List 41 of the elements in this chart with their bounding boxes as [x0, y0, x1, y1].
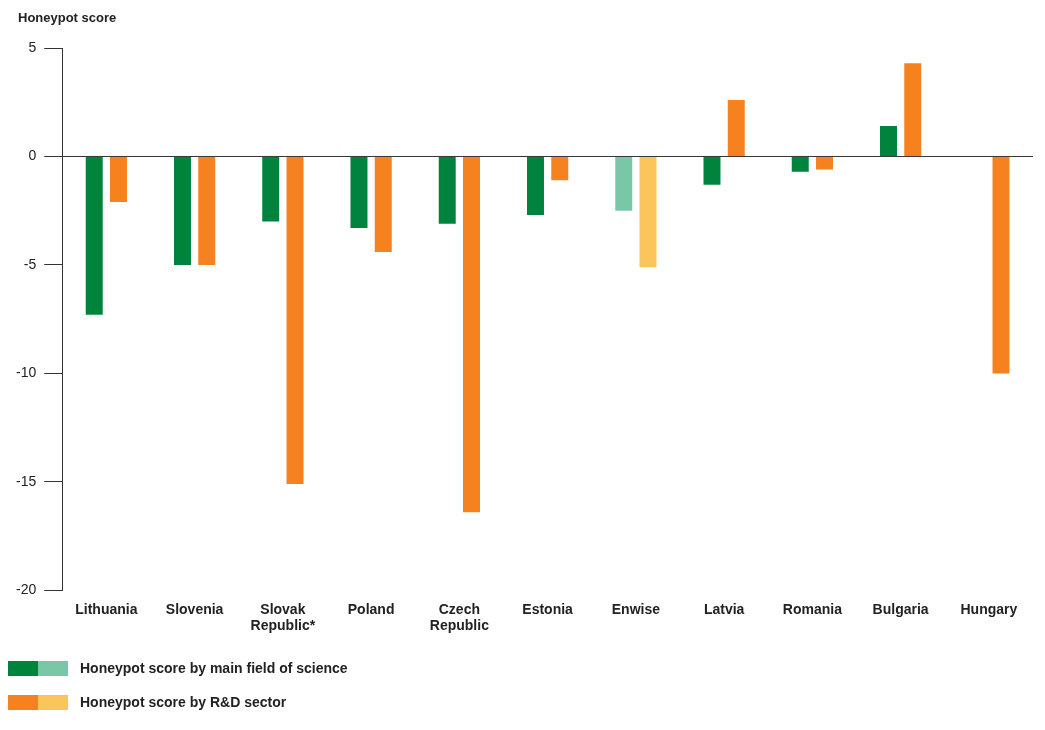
- bar: [438, 156, 456, 224]
- bar: [350, 156, 368, 229]
- x-tick-label: Czech Republic: [429, 600, 490, 634]
- y-tick-label: -10: [16, 364, 37, 381]
- bar: [110, 156, 127, 203]
- x-tick-label: Slovak Republic*: [250, 600, 316, 634]
- y-tick-label: 0: [28, 147, 37, 164]
- x-tick-label: Romania: [782, 600, 843, 617]
- bar: [703, 156, 721, 185]
- x-tick-label: Estonia: [522, 600, 574, 617]
- x-tick-label: Poland: [347, 600, 395, 617]
- bar: [173, 156, 191, 265]
- x-tick-label: Slovenia: [165, 600, 224, 617]
- bar: [526, 156, 544, 216]
- y-tick-label: 5: [28, 38, 37, 55]
- bar: [816, 156, 833, 170]
- legend-label: Honeypot score by main field of science: [80, 660, 348, 676]
- bar: [85, 156, 103, 315]
- bar: [198, 156, 216, 265]
- bar: [879, 126, 897, 156]
- x-tick-label: Hungary: [960, 600, 1018, 617]
- bar: [615, 156, 633, 211]
- bar: [904, 63, 922, 156]
- x-tick-label: Lithuania: [75, 600, 138, 617]
- y-tick-label: -5: [23, 255, 37, 272]
- x-tick-label: Enwise: [611, 600, 661, 617]
- y-axis-title: Honeypot score: [18, 10, 117, 26]
- x-tick-label: Latvia: [703, 600, 745, 617]
- legend-label: Honeypot score by R&D sector: [80, 694, 287, 710]
- y-tick-label: -15: [16, 472, 37, 489]
- bar: [551, 156, 569, 181]
- bar: [639, 156, 657, 268]
- x-tick-label: Bulgaria: [872, 600, 929, 617]
- bar: [727, 100, 745, 156]
- y-tick-label: -20: [16, 581, 37, 598]
- bar: [286, 156, 304, 485]
- bar: [791, 156, 809, 172]
- bar: [374, 156, 392, 252]
- bar: [262, 156, 280, 222]
- bar: [992, 156, 1010, 374]
- bar: [463, 156, 480, 513]
